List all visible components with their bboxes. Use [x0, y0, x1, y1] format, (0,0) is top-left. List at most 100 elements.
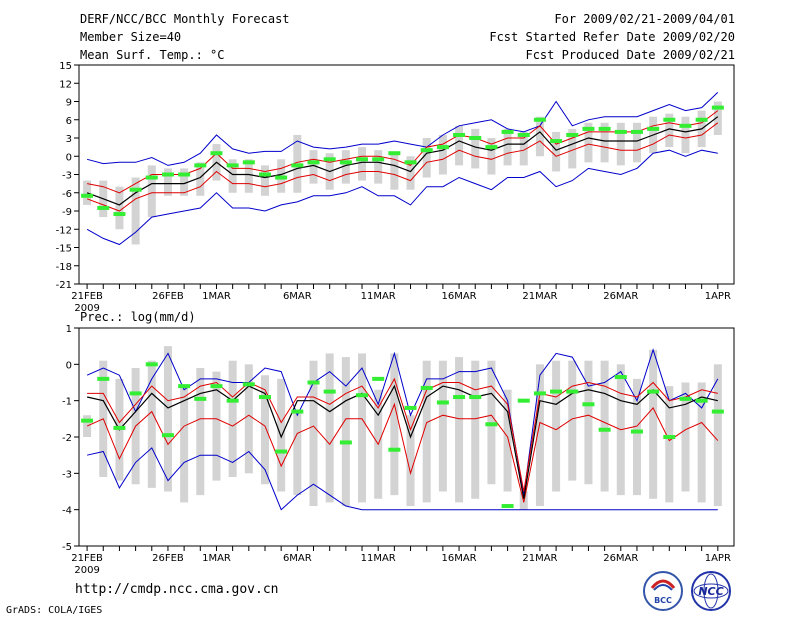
temp-ensemble-box: [519, 131, 528, 166]
prec-observed-marker: [372, 376, 385, 381]
temp-x-tick-label: 26MAR: [603, 291, 638, 302]
ncc-logo-icon: NCC: [691, 571, 731, 611]
prec-observed-marker: [161, 433, 174, 438]
temp-x-tick-label: 11MAR: [361, 291, 396, 302]
temp-observed-marker: [97, 205, 110, 210]
prec-ensemble-box: [212, 371, 221, 481]
temp-observed-marker: [145, 175, 158, 180]
temp-observed-marker: [81, 193, 94, 198]
temp-ensemble-box: [260, 165, 269, 196]
temp-q1-line: [86, 122, 719, 212]
prec-observed-marker: [339, 440, 352, 445]
prec-ensemble-box: [503, 389, 512, 492]
prec-observed-marker: [420, 385, 433, 390]
temp-y-tick-label: -15: [56, 244, 72, 255]
prec-observed-marker: [695, 398, 708, 403]
prec-observed-marker: [194, 396, 207, 401]
temp-min-line: [86, 149, 718, 246]
prec-q3-line: [87, 377, 718, 492]
prec-ensemble-box: [568, 360, 577, 481]
temp-year-label: 2009: [74, 303, 99, 314]
temp-y-tick-label: -3: [62, 171, 72, 182]
temp-observed-marker: [630, 129, 643, 134]
prec-observed-marker: [469, 395, 482, 400]
temp-observed-marker: [469, 136, 482, 140]
prec-y-tick-label: -4: [62, 506, 72, 517]
prec-observed-marker: [258, 395, 271, 400]
temp-max-line: [86, 92, 719, 166]
temp-ensemble-box: [681, 116, 690, 154]
prec-x-tick-label: 26MAR: [603, 553, 638, 564]
temp-y-tick-label: -6: [62, 189, 72, 200]
prec-ensemble-box: [83, 415, 92, 437]
member-size-label: Member Size=40: [80, 30, 182, 44]
temp-y-tick-label: 12: [59, 79, 72, 90]
precip-variable-label: Prec.: log(mm/d): [80, 310, 196, 324]
prec-ensemble-box: [309, 360, 318, 507]
prec-observed-marker: [242, 382, 255, 387]
prec-observed-marker: [307, 380, 320, 385]
prec-ensemble-box: [713, 364, 722, 507]
prec-ensemble-box: [438, 360, 447, 492]
temp-ensemble-box: [568, 128, 577, 169]
prec-observed-marker: [711, 409, 724, 414]
prec-observed-marker: [97, 376, 110, 381]
temp-ensemble-box: [115, 186, 124, 230]
prec-ensemble-box: [649, 349, 658, 499]
temp-y-tick-label: 15: [59, 61, 72, 72]
prec-observed-marker: [647, 389, 660, 394]
prec-ensemble-box: [697, 382, 706, 503]
temp-observed-marker: [598, 126, 611, 131]
prec-observed-marker: [436, 400, 449, 405]
prec-observed-marker: [81, 418, 94, 423]
temp-ensemble-box: [244, 159, 253, 193]
temp-ensemble-box: [390, 153, 399, 190]
fcst-produced-label: Fcst Produced Date 2009/02/21: [525, 48, 735, 62]
temp-observed-marker: [226, 163, 239, 168]
prec-observed-marker: [485, 422, 498, 427]
temp-observed-marker: [582, 126, 595, 131]
temp-observed-marker: [404, 160, 417, 165]
prec-observed-marker: [598, 427, 611, 432]
prec-y-tick-label: -1: [62, 397, 72, 408]
prec-observed-marker: [501, 504, 514, 509]
prec-ensemble-box: [422, 360, 431, 503]
prec-observed-marker: [129, 391, 142, 396]
prec-y-tick-label: 1: [66, 324, 72, 335]
prec-observed-marker: [614, 375, 627, 380]
prec-ensemble-box: [390, 353, 399, 496]
temp-observed-marker: [161, 172, 174, 177]
prec-ensemble-box: [455, 357, 464, 503]
prec-observed-marker: [145, 362, 158, 367]
temp-x-tick-label: 21FEB: [71, 291, 103, 302]
prec-ensemble-box: [163, 346, 172, 492]
prec-ensemble-box: [293, 411, 302, 496]
temp-observed-marker: [566, 132, 579, 137]
prec-ensemble-box: [341, 357, 350, 507]
temp-ensemble-box: [406, 156, 415, 190]
temp-y-tick-label: 9: [66, 98, 72, 109]
temp-observed-marker: [178, 172, 191, 177]
temp-ensemble-box: [422, 138, 431, 178]
source-url[interactable]: http://cmdp.ncc.cma.gov.cn: [75, 582, 279, 597]
temp-x-tick-label: 1APR: [705, 291, 731, 302]
prec-x-tick-label: 1MAR: [202, 553, 231, 564]
prec-observed-marker: [275, 449, 288, 454]
prec-observed-marker: [356, 393, 369, 398]
temp-observed-marker: [388, 151, 401, 156]
temp-observed-marker: [647, 126, 660, 131]
prec-ensemble-box: [552, 360, 561, 492]
prec-q1-line: [86, 402, 719, 503]
bcc-logo-icon: BCC: [643, 571, 683, 611]
temp-ensemble-box: [713, 101, 722, 135]
temp-ensemble-box: [600, 122, 609, 163]
temp-observed-marker: [453, 132, 466, 137]
prec-observed-marker: [291, 409, 304, 414]
temp-observed-marker: [307, 160, 320, 165]
temp-ensemble-box: [503, 128, 512, 166]
temp-ensemble-box: [358, 147, 367, 181]
prec-ensemble-box: [681, 382, 690, 492]
prec-median-line: [86, 384, 718, 499]
temp-ensemble-box: [374, 150, 383, 184]
